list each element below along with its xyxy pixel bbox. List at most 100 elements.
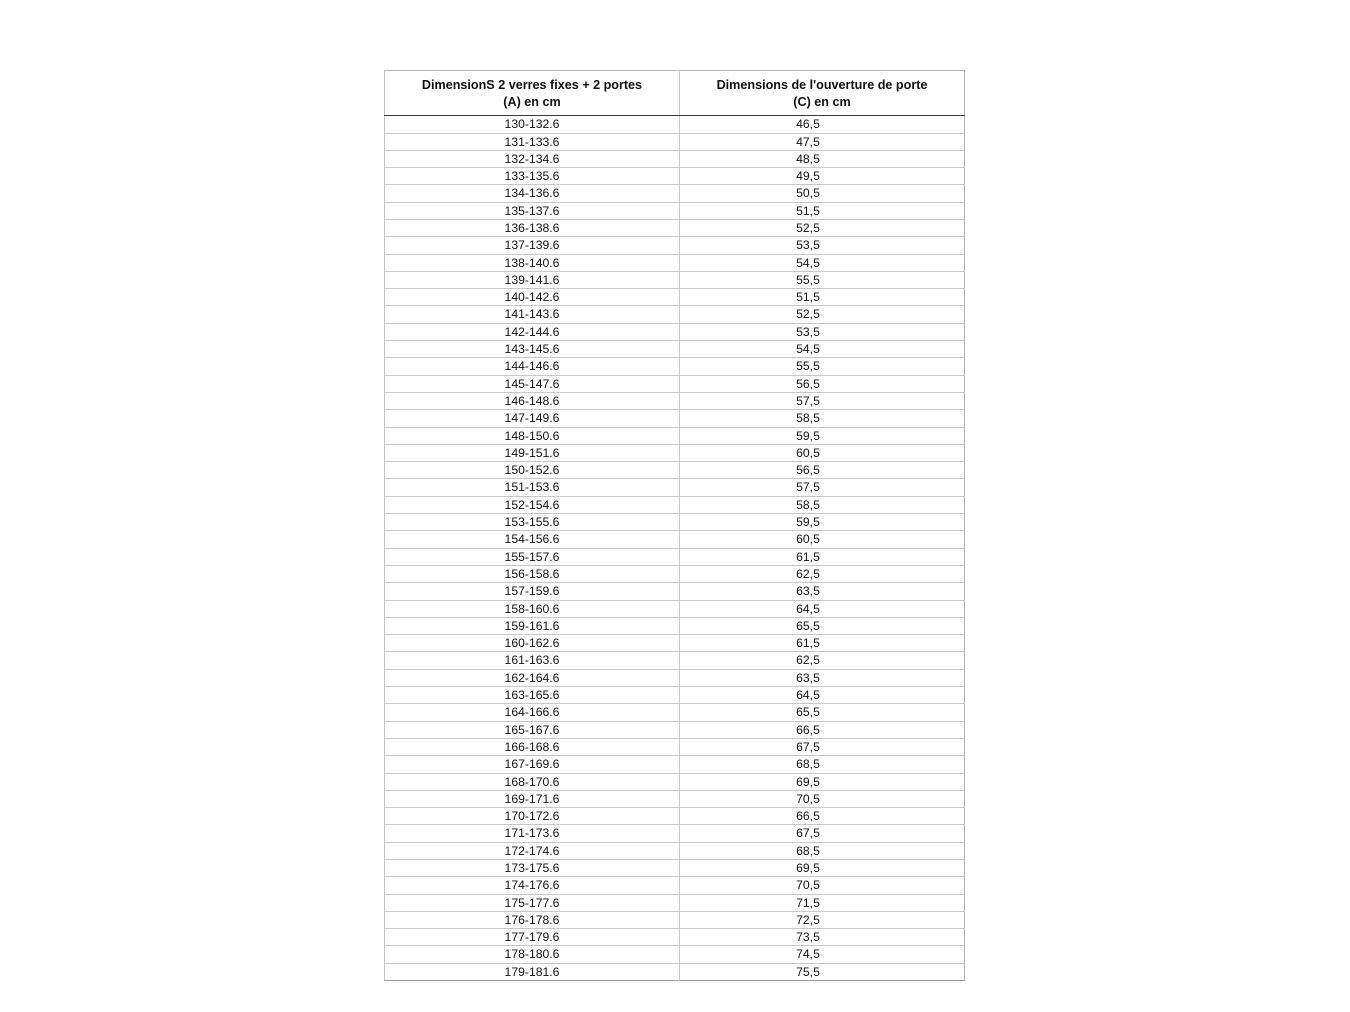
table-row: 150-152.6 56,5 <box>384 461 965 480</box>
table-row: 137-139.6 53,5 <box>384 236 965 255</box>
column-header-dimensions-c: Dimensions de l'ouverture de porte (C) e… <box>679 70 965 117</box>
table-row: 175-177.6 71,5 <box>384 894 965 912</box>
cell-dimension-a: 157-159.6 <box>384 582 680 601</box>
table-row: 165-167.6 66,5 <box>384 721 965 739</box>
cell-dimension-c: 51,5 <box>679 288 965 307</box>
cell-dimension-c: 60,5 <box>679 530 965 549</box>
cell-dimension-a: 163-165.6 <box>384 686 680 705</box>
table-row: 162-164.6 63,5 <box>384 669 965 688</box>
cell-dimension-c: 65,5 <box>679 617 965 636</box>
cell-dimension-c: 53,5 <box>679 236 965 255</box>
table-row: 139-141.6 55,5 <box>384 271 965 290</box>
table-row: 145-147.6 56,5 <box>384 375 965 393</box>
table-row: 131-133.6 47,5 <box>384 133 965 151</box>
table-row: 161-163.6 62,5 <box>384 651 965 670</box>
cell-dimension-c: 69,5 <box>679 859 965 878</box>
cell-dimension-c: 55,5 <box>679 357 965 376</box>
cell-dimension-a: 141-143.6 <box>384 305 680 324</box>
table-row: 177-179.6 73,5 <box>384 928 965 947</box>
cell-dimension-a: 147-149.6 <box>384 409 680 428</box>
cell-dimension-c: 70,5 <box>679 876 965 895</box>
cell-dimension-c: 72,5 <box>679 911 965 930</box>
cell-dimension-a: 136-138.6 <box>384 219 680 238</box>
column-header-a-line2: (A) en cm <box>503 94 561 109</box>
table-row: 176-178.6 72,5 <box>384 911 965 930</box>
table-row: 146-148.6 57,5 <box>384 392 965 411</box>
cell-dimension-a: 131-133.6 <box>384 133 680 151</box>
cell-dimension-c: 74,5 <box>679 945 965 964</box>
table-row: 168-170.6 69,5 <box>384 773 965 791</box>
cell-dimension-a: 130-132.6 <box>384 115 680 134</box>
cell-dimension-c: 51,5 <box>679 202 965 221</box>
cell-dimension-c: 55,5 <box>679 271 965 290</box>
table-row: 178-180.6 74,5 <box>384 945 965 964</box>
table-row: 174-176.6 70,5 <box>384 876 965 895</box>
cell-dimension-c: 59,5 <box>679 513 965 532</box>
cell-dimension-c: 64,5 <box>679 600 965 618</box>
cell-dimension-a: 134-136.6 <box>384 184 680 203</box>
cell-dimension-a: 151-153.6 <box>384 478 680 497</box>
cell-dimension-c: 63,5 <box>679 669 965 688</box>
cell-dimension-c: 63,5 <box>679 582 965 601</box>
table-row: 144-146.6 55,5 <box>384 357 965 376</box>
table-row: 163-165.6 64,5 <box>384 686 965 705</box>
table-row: 148-150.6 59,5 <box>384 427 965 445</box>
cell-dimension-a: 167-169.6 <box>384 755 680 774</box>
table-row: 141-143.6 52,5 <box>384 305 965 324</box>
cell-dimension-c: 49,5 <box>679 167 965 186</box>
cell-dimension-c: 66,5 <box>679 721 965 739</box>
cell-dimension-a: 160-162.6 <box>384 634 680 653</box>
cell-dimension-c: 62,5 <box>679 565 965 584</box>
cell-dimension-a: 135-137.6 <box>384 202 680 221</box>
cell-dimension-c: 67,5 <box>679 738 965 757</box>
table-body: 130-132.6 46,5 131-133.6 47,5 132-134.6 48,5 1… <box>384 115 965 981</box>
cell-dimension-c: 54,5 <box>679 254 965 272</box>
cell-dimension-a: 159-161.6 <box>384 617 680 636</box>
cell-dimension-c: 52,5 <box>679 305 965 324</box>
cell-dimension-c: 46,5 <box>679 115 965 134</box>
table-row: 167-169.6 68,5 <box>384 755 965 774</box>
table-row: 138-140.6 54,5 <box>384 254 965 272</box>
cell-dimension-a: 133-135.6 <box>384 167 680 186</box>
cell-dimension-a: 148-150.6 <box>384 427 680 445</box>
cell-dimension-a: 152-154.6 <box>384 496 680 515</box>
cell-dimension-a: 154-156.6 <box>384 530 680 549</box>
cell-dimension-a: 156-158.6 <box>384 565 680 584</box>
table-row: 153-155.6 59,5 <box>384 513 965 532</box>
cell-dimension-a: 166-168.6 <box>384 738 680 757</box>
table-row: 154-156.6 60,5 <box>384 530 965 549</box>
table-row: 133-135.6 49,5 <box>384 167 965 186</box>
cell-dimension-a: 158-160.6 <box>384 600 680 618</box>
cell-dimension-c: 57,5 <box>679 392 965 411</box>
table-row: 164-166.6 65,5 <box>384 703 965 722</box>
column-header-a-line1: DimensionS 2 verres fixes + 2 portes <box>421 78 643 92</box>
table-row: 151-153.6 57,5 <box>384 478 965 497</box>
cell-dimension-a: 165-167.6 <box>384 721 680 739</box>
cell-dimension-c: 60,5 <box>679 444 965 463</box>
cell-dimension-a: 172-174.6 <box>384 842 680 860</box>
cell-dimension-a: 144-146.6 <box>384 357 680 376</box>
table-header-row: DimensionS 2 verres fixes + 2 portes (A)… <box>384 70 965 117</box>
cell-dimension-a: 176-178.6 <box>384 911 680 930</box>
table-row: 171-173.6 67,5 <box>384 824 965 843</box>
table-row: 134-136.6 50,5 <box>384 184 965 203</box>
cell-dimension-c: 75,5 <box>679 963 965 981</box>
cell-dimension-c: 70,5 <box>679 790 965 809</box>
cell-dimension-a: 150-152.6 <box>384 461 680 480</box>
dimensions-table-container: DimensionS 2 verres fixes + 2 portes (A)… <box>384 70 965 982</box>
cell-dimension-a: 177-179.6 <box>384 928 680 947</box>
cell-dimension-c: 68,5 <box>679 755 965 774</box>
cell-dimension-a: 143-145.6 <box>384 340 680 359</box>
cell-dimension-a: 149-151.6 <box>384 444 680 463</box>
table-row: 149-151.6 60,5 <box>384 444 965 463</box>
table-row: 130-132.6 46,5 <box>384 115 965 134</box>
cell-dimension-a: 168-170.6 <box>384 773 680 791</box>
cell-dimension-c: 67,5 <box>679 824 965 843</box>
cell-dimension-a: 179-181.6 <box>384 963 680 981</box>
column-header-dimensions-a: DimensionS 2 verres fixes + 2 portes (A)… <box>384 70 680 117</box>
cell-dimension-a: 142-144.6 <box>384 323 680 342</box>
cell-dimension-c: 61,5 <box>679 634 965 653</box>
cell-dimension-c: 68,5 <box>679 842 965 860</box>
cell-dimension-c: 66,5 <box>679 807 965 826</box>
cell-dimension-c: 53,5 <box>679 323 965 342</box>
